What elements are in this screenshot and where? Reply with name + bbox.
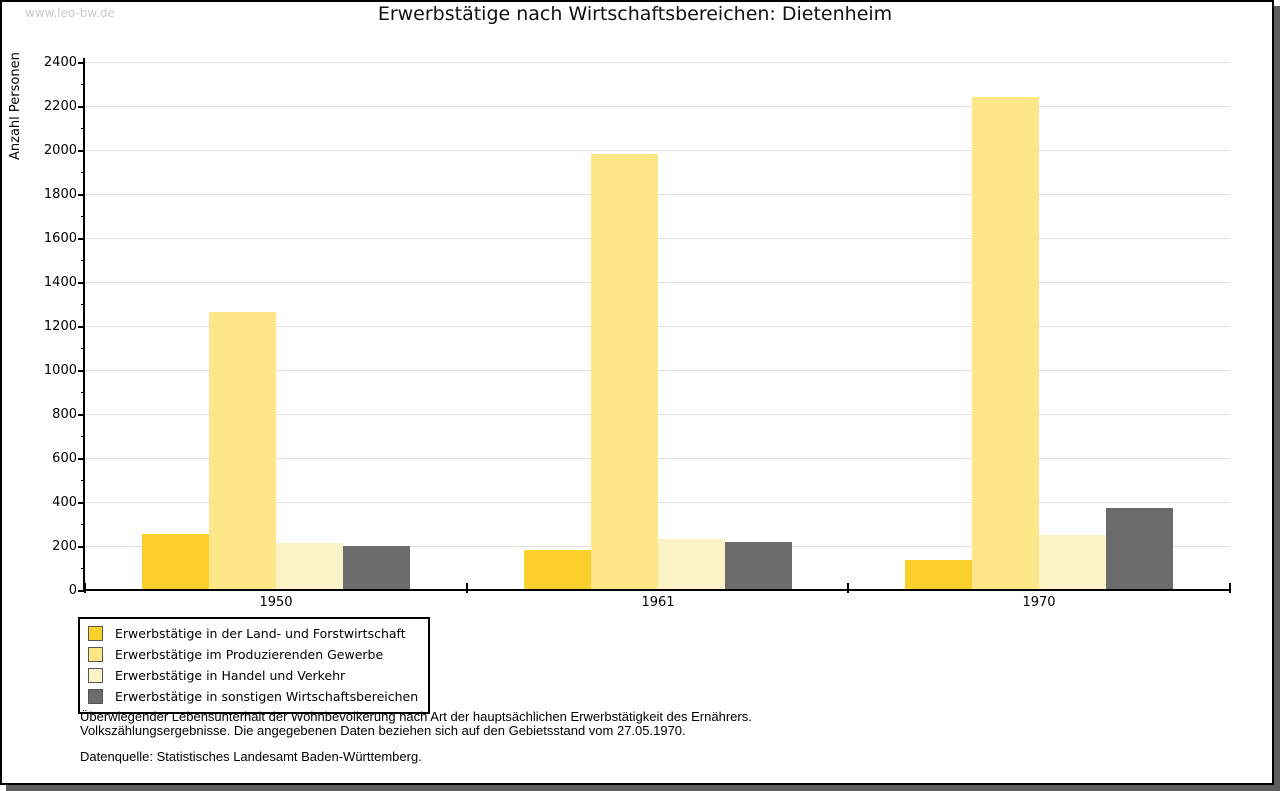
y-axis-tick (78, 150, 85, 152)
y-axis-tick (78, 590, 85, 592)
bar-1950-series-3 (343, 546, 410, 589)
bar-1950-series-0 (142, 534, 209, 589)
y-tick-label: 1800 (43, 187, 77, 202)
y-axis-tick (78, 458, 85, 460)
data-source-line: Datenquelle: Statistisches Landesamt Bad… (80, 749, 422, 764)
y-tick-label: 200 (52, 539, 77, 554)
bar-1961-series-1 (591, 154, 658, 589)
y-axis-tick (78, 62, 85, 64)
y-tick-label: 1000 (43, 363, 77, 378)
bar-1970-series-2 (1039, 535, 1106, 589)
bar-1970-series-1 (972, 97, 1039, 589)
bar-1950-series-1 (209, 312, 276, 589)
legend-box: Erwerbstätige in der Land- und Forstwirt… (78, 617, 431, 714)
legend-label: Erwerbstätige in sonstigen Wirtschaftsbe… (115, 689, 419, 704)
legend-item-sonstige-wirtschaftsbereiche: Erwerbstätige in sonstigen Wirtschaftsbe… (86, 686, 420, 707)
gridline (85, 150, 1230, 151)
x-axis-line (83, 589, 1231, 591)
x-axis-tick (466, 583, 468, 593)
x-axis-tick (84, 583, 86, 593)
x-tick-label: 1950 (259, 595, 293, 610)
bar-1961-series-0 (524, 550, 591, 589)
bar-1970-series-0 (905, 560, 972, 589)
x-tick-label: 1961 (641, 595, 675, 610)
bar-1950-series-2 (276, 543, 343, 589)
legend-label: Erwerbstätige in Handel und Verkehr (115, 668, 346, 683)
x-tick-label: 1970 (1022, 595, 1056, 610)
y-tick-label: 1400 (43, 275, 77, 290)
y-axis-tick (78, 370, 85, 372)
y-axis-tick (78, 414, 85, 416)
x-axis-tick (1229, 583, 1231, 593)
y-tick-label: 1600 (43, 231, 77, 246)
legend-item-handel-verkehr: Erwerbstätige in Handel und Verkehr (86, 665, 420, 686)
chart-title: Erwerbstätige nach Wirtschaftsbereichen:… (377, 3, 893, 25)
legend-swatch-land-forstwirtschaft (88, 626, 103, 641)
legend-label: Erwerbstätige in der Land- und Forstwirt… (115, 626, 406, 641)
gridline (85, 62, 1230, 63)
legend-label: Erwerbstätige im Produzierenden Gewerbe (115, 647, 384, 662)
legend-swatch-produzierendes-gewerbe (88, 647, 103, 662)
legend-item-produzierendes-gewerbe: Erwerbstätige im Produzierenden Gewerbe (86, 644, 420, 665)
y-tick-label: 1200 (43, 319, 77, 334)
y-axis-tick (78, 238, 85, 240)
x-axis-tick (847, 583, 849, 593)
y-axis-tick (78, 194, 85, 196)
footnote-line-2: Volkszählungsergebnisse. Die angegebenen… (80, 723, 686, 738)
y-axis-tick (78, 282, 85, 284)
legend-item-land-forstwirtschaft: Erwerbstätige in der Land- und Forstwirt… (86, 623, 420, 644)
bar-1961-series-2 (658, 539, 725, 589)
y-tick-label: 400 (52, 495, 77, 510)
bar-1970-series-3 (1106, 508, 1173, 589)
y-tick-label: 2200 (43, 99, 77, 114)
footnote-line-1: Überwiegender Lebensunterhalt der Wohnbe… (80, 709, 752, 724)
y-tick-label: 800 (52, 407, 77, 422)
y-tick-label: 0 (68, 583, 77, 598)
bar-1961-series-3 (725, 542, 792, 589)
legend-swatch-handel-verkehr (88, 668, 103, 683)
y-axis-tick (78, 326, 85, 328)
y-axis-tick (78, 546, 85, 548)
y-tick-label: 2400 (43, 55, 77, 70)
y-tick-label: 600 (52, 451, 77, 466)
legend-swatch-sonstige-wirtschaftsbereiche (88, 689, 103, 704)
y-tick-label: 2000 (43, 143, 77, 158)
y-axis-line (83, 58, 85, 592)
y-axis-title: Anzahl Personen (8, 52, 23, 160)
gridline (85, 106, 1230, 107)
watermark: www.leo-bw.de (25, 6, 115, 20)
y-axis-tick (78, 106, 85, 108)
y-axis-tick (78, 502, 85, 504)
